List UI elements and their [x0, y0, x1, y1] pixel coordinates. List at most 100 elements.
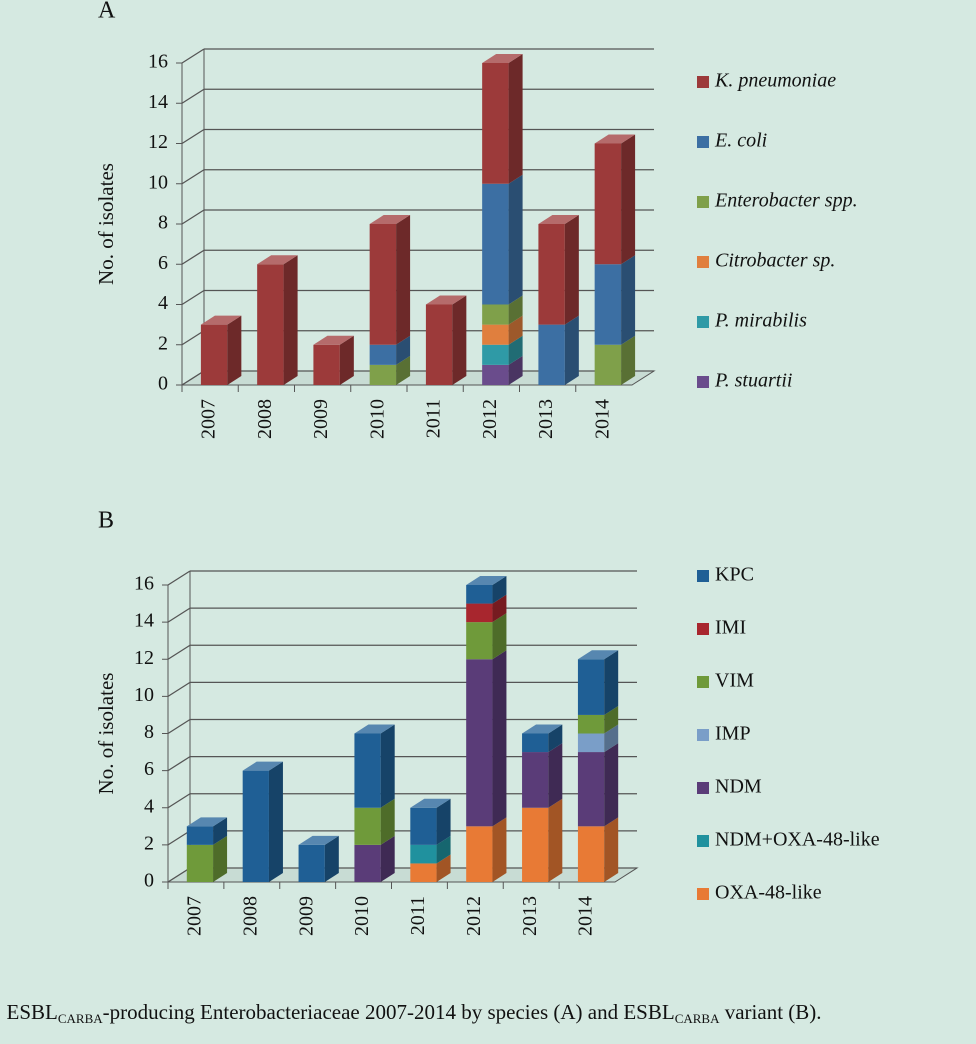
y-tick-label: 2	[158, 332, 168, 354]
bar-top	[410, 798, 451, 808]
grid-line	[167, 756, 191, 772]
x-tick-label: 2008	[254, 399, 276, 439]
bar-side	[396, 355, 411, 385]
bar-side	[339, 335, 354, 385]
y-tick-label: 10	[134, 684, 154, 706]
grid-line	[167, 718, 191, 735]
y-tick-label: 16	[134, 573, 154, 595]
legend-swatch	[697, 136, 709, 148]
bar-segment	[482, 183, 509, 305]
bar-segment	[410, 863, 437, 882]
bar-side	[436, 854, 451, 882]
legend-label: IMP	[715, 723, 751, 745]
bar-top	[425, 295, 467, 305]
x-tick-label: 2012	[479, 399, 501, 439]
legend-label: IMI	[715, 617, 746, 639]
grid-line	[181, 249, 205, 265]
grid-line	[167, 644, 191, 660]
legend-swatch	[697, 835, 709, 847]
x-tick-label: 2013	[519, 896, 541, 936]
x-tick-label: 2011	[407, 896, 429, 935]
bar-segment	[410, 844, 437, 864]
bar-segment	[594, 264, 622, 345]
floor	[180, 370, 656, 386]
bar-side	[508, 355, 523, 385]
bar-segment	[257, 264, 284, 385]
y-tick-label: 14	[148, 91, 168, 113]
x-tick-label: 2009	[310, 399, 332, 439]
bar-side	[604, 705, 619, 734]
grid-line	[167, 570, 191, 586]
y-axis-label: No. of isolates	[94, 673, 118, 795]
bar-segment	[425, 304, 453, 385]
bar-segment	[466, 585, 493, 604]
legend-swatch	[697, 888, 709, 900]
grid-line	[181, 169, 205, 185]
legend-swatch	[697, 196, 709, 208]
legend-swatch	[697, 782, 709, 794]
bar-side	[548, 798, 563, 882]
legend-swatch	[697, 316, 709, 328]
y-axis-label: No. of isolates	[94, 163, 118, 285]
bar-side	[492, 576, 507, 604]
bar-side	[396, 215, 411, 345]
bar-segment	[482, 364, 509, 385]
bar-segment	[538, 324, 565, 385]
grid-line	[167, 867, 191, 883]
bar-segment	[354, 807, 381, 845]
bar-side	[604, 724, 619, 753]
bar-side	[380, 798, 395, 845]
bar-side	[380, 835, 395, 882]
bar-segment	[522, 752, 549, 808]
y-tick-label: 12	[134, 647, 154, 669]
bar-side	[604, 817, 619, 882]
x-tick-label: 2009	[295, 896, 317, 936]
x-tick-label: 2010	[351, 896, 373, 936]
legend-swatch	[697, 676, 709, 688]
grid-line	[181, 128, 205, 145]
legend-swatch	[697, 76, 709, 88]
legend-swatch	[697, 623, 709, 635]
bar-segment	[577, 752, 605, 827]
y-tick-label: 10	[148, 171, 168, 193]
chart: A 0 2 4 6 8 10 12 14 16 No. of isolates 2007 2008 200…	[94, 0, 858, 439]
floor	[166, 867, 639, 883]
bar-segment	[577, 733, 605, 753]
bar-segment	[577, 659, 605, 715]
bar-segment	[313, 344, 340, 385]
legend-swatch	[697, 376, 709, 388]
bar-segment	[466, 659, 493, 827]
legend-label: E. coli	[714, 130, 767, 152]
x-tick-label: 2008	[239, 896, 261, 936]
legend-label: P. stuartii	[714, 370, 792, 392]
y-tick-label: 12	[148, 131, 168, 153]
bar-segment	[482, 324, 509, 345]
bar-top	[522, 724, 563, 734]
chart: B 0 2 4 6 8 10 12 14 16 No. of isolates 2007 2008 200…	[94, 508, 880, 937]
bar-side	[452, 295, 467, 385]
bar-segment	[369, 344, 397, 365]
grid-line	[167, 681, 191, 697]
bar-side	[621, 335, 636, 385]
bar-segment	[577, 826, 605, 882]
x-tick-label: 2014	[575, 896, 597, 936]
bar-segment	[538, 224, 565, 325]
grid-line	[167, 607, 191, 623]
y-tick-label: 8	[144, 721, 154, 743]
bar-segment	[466, 622, 493, 660]
legend-swatch	[697, 570, 709, 582]
bar-top	[577, 650, 619, 660]
legend-label: NDM+OXA-48-like	[715, 829, 880, 851]
caption-subscript: CARBA	[57, 1011, 103, 1026]
bar-side	[380, 724, 395, 808]
bar-segment	[577, 714, 605, 734]
legend-swatch	[697, 256, 709, 268]
x-tick-label: 2010	[366, 399, 388, 439]
bar-side	[324, 835, 339, 882]
bar-segment	[594, 143, 622, 265]
bar-side	[492, 613, 507, 660]
bar-side	[396, 335, 411, 365]
legend-label: VIM	[715, 670, 754, 692]
bar-side	[564, 315, 579, 385]
bar-segment	[186, 844, 214, 882]
